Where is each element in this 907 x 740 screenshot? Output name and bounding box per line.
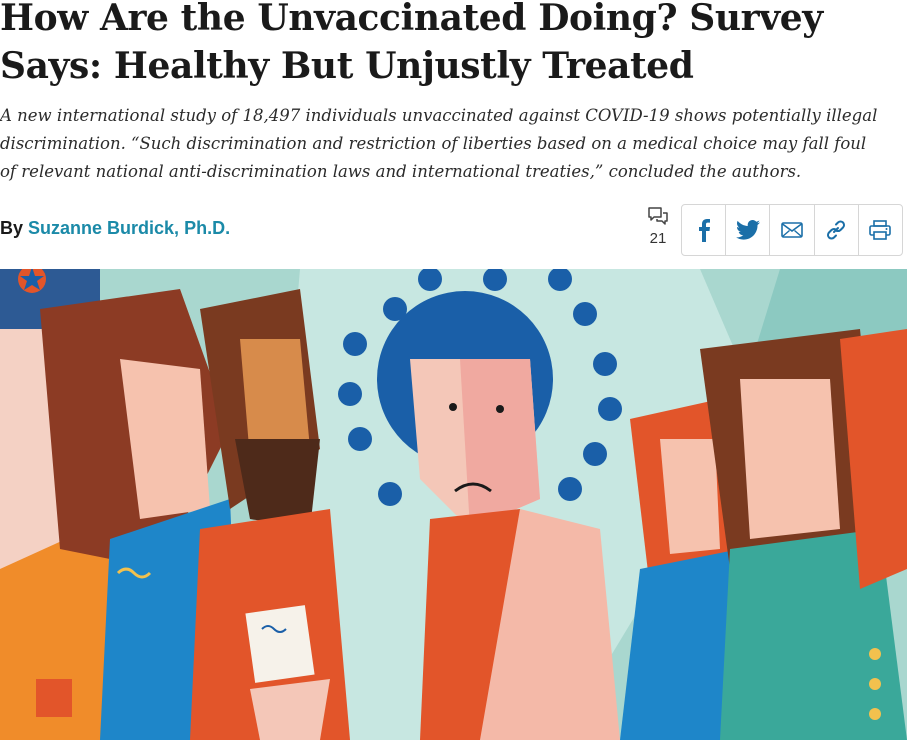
byline: By Suzanne Burdick, Ph.D. (0, 218, 230, 239)
byline-prefix: By (0, 218, 24, 238)
twitter-icon (735, 220, 760, 240)
hero-illustration (0, 269, 907, 740)
hero-paper (245, 605, 315, 683)
illustration-art (0, 269, 907, 740)
print-button[interactable] (859, 205, 902, 255)
share-bar (681, 204, 903, 256)
share-twitter-button[interactable] (726, 205, 771, 255)
facebook-icon (698, 219, 710, 242)
comments-counter[interactable]: 21 (644, 206, 672, 247)
print-icon (869, 220, 892, 240)
hero-red-badge (36, 679, 72, 717)
article-headline: How Are the Unvaccinated Doing? Survey S… (0, 0, 823, 87)
comment-count: 21 (649, 230, 667, 247)
email-icon (781, 222, 803, 238)
hero-virus-particles (338, 269, 622, 506)
copy-link-button[interactable] (815, 205, 859, 255)
comment-bubbles-icon (648, 207, 668, 225)
author-link[interactable]: Suzanne Burdick, Ph.D. (28, 218, 231, 238)
link-icon (827, 220, 846, 240)
share-email-button[interactable] (770, 205, 815, 255)
article-dek: A new international study of 18,497 indi… (0, 106, 878, 181)
share-facebook-button[interactable] (682, 205, 727, 255)
